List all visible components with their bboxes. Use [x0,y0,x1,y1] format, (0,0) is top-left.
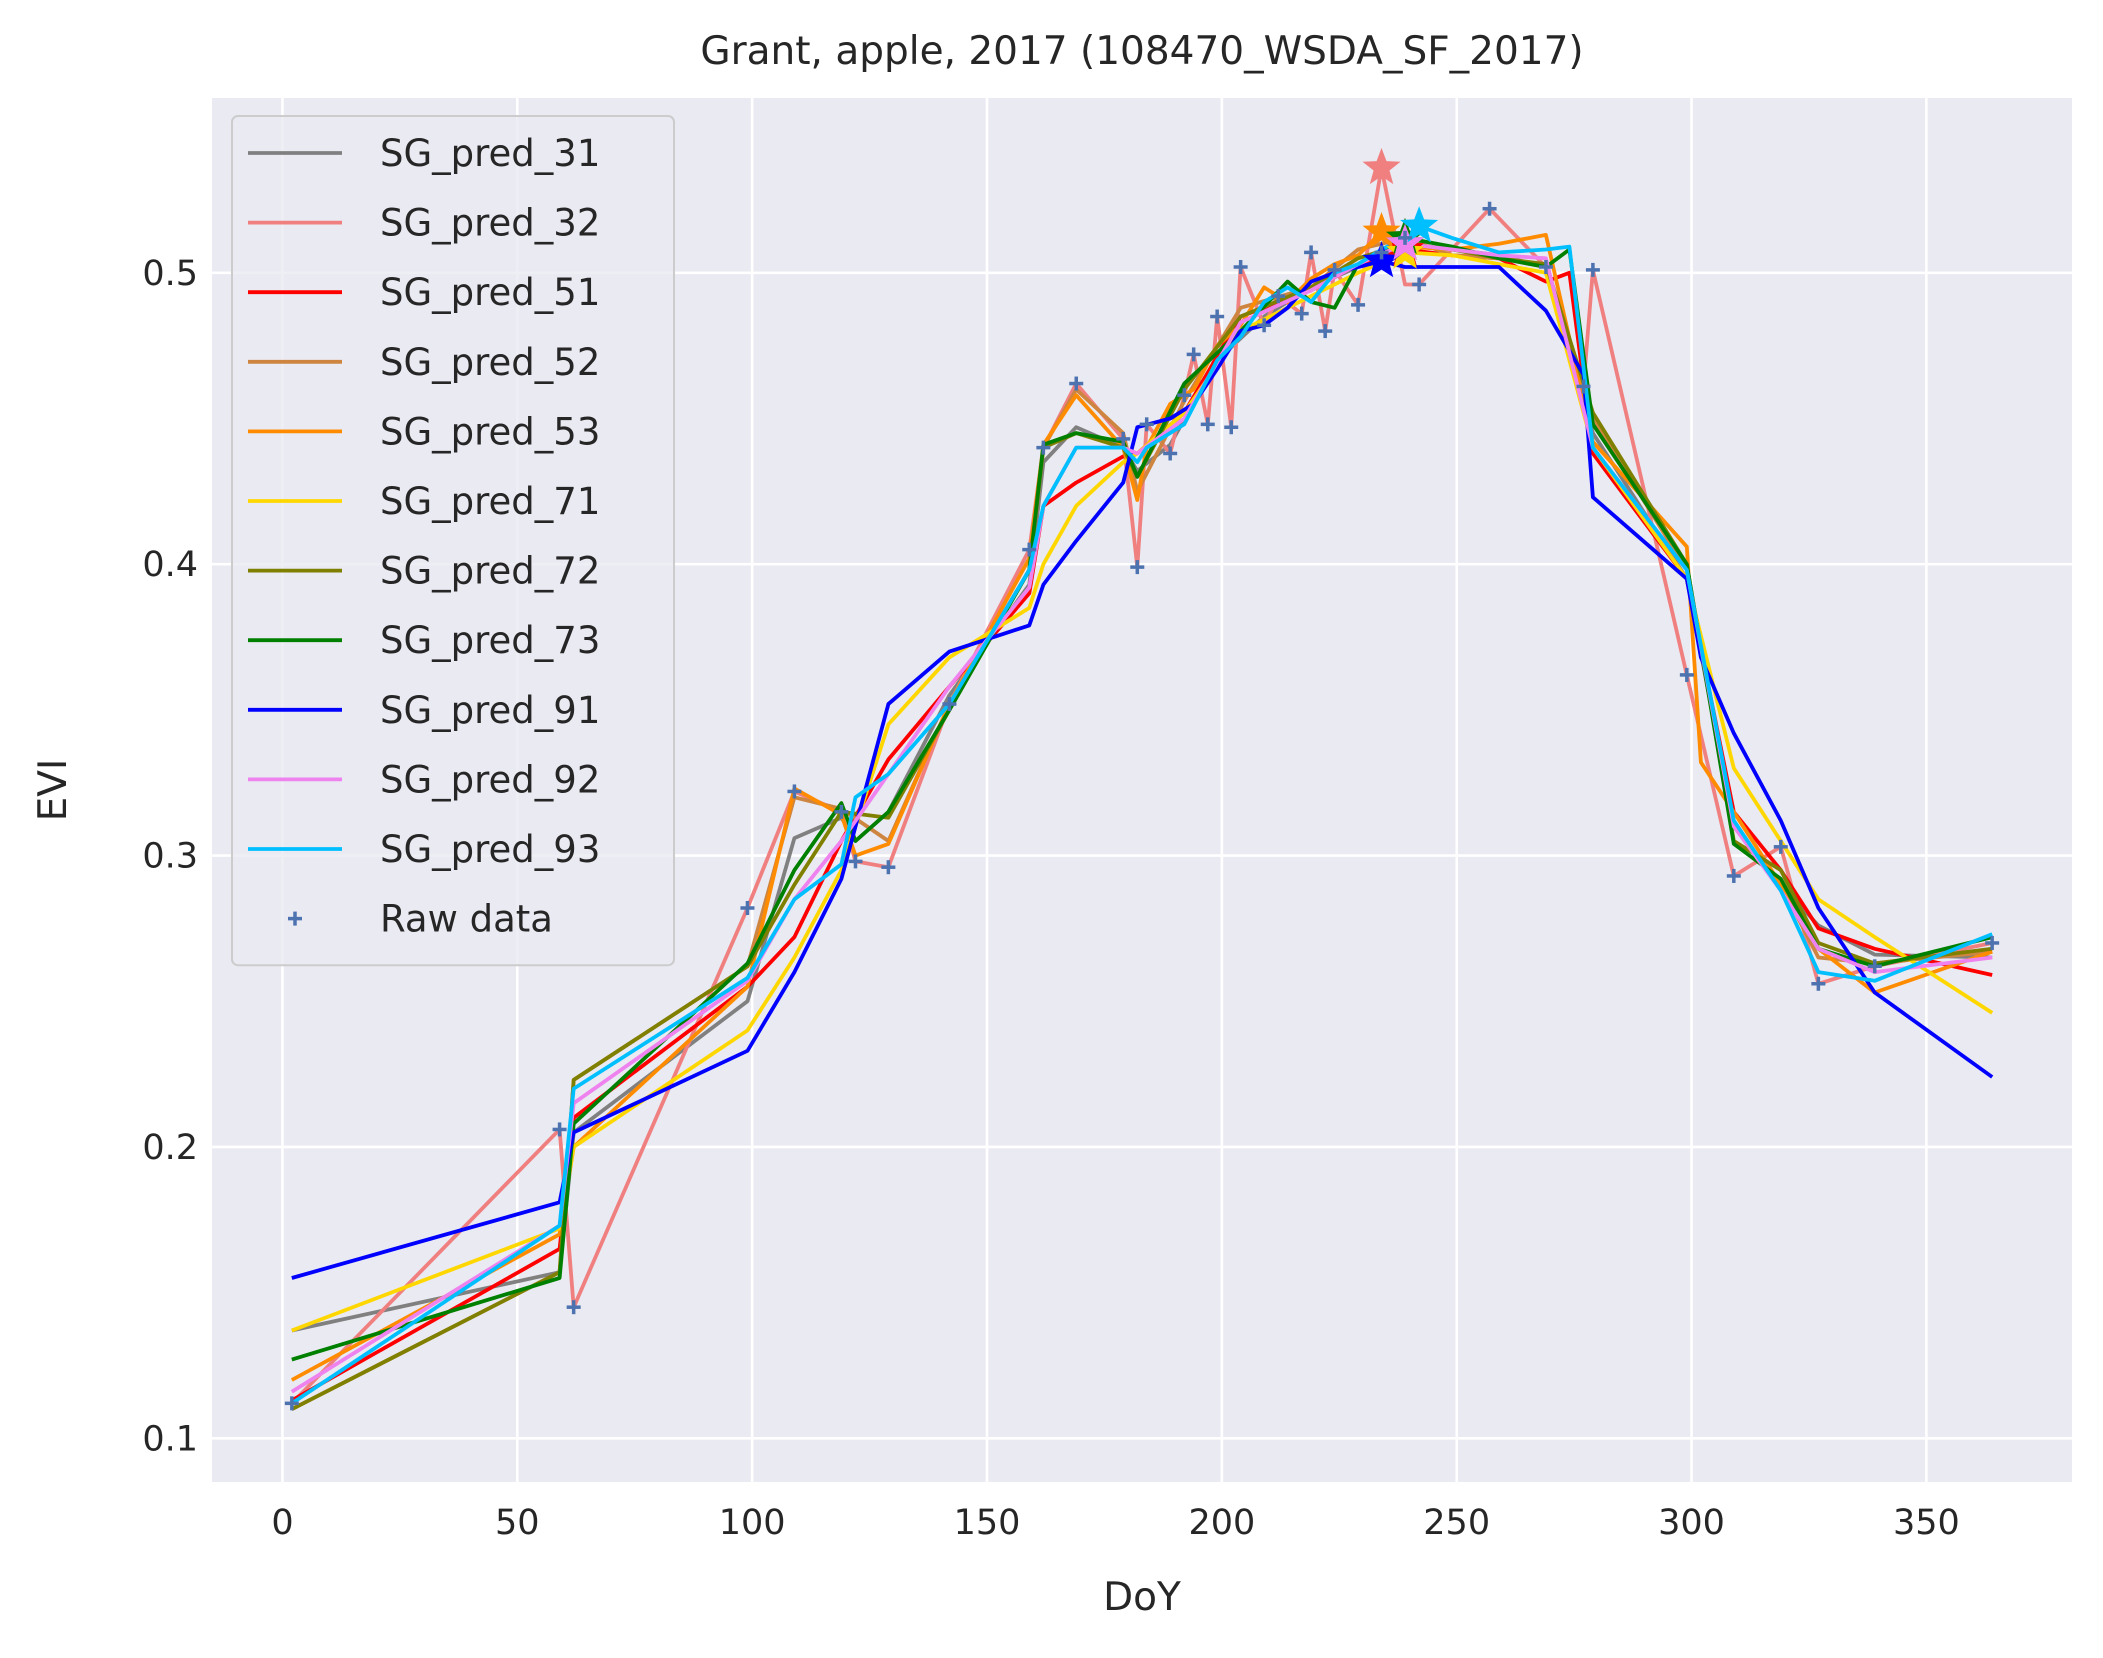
y-tick-label: 0.4 [142,545,198,585]
raw-data-point [1351,297,1366,312]
legend-label: SG_pred_32 [380,202,600,245]
x-tick-label: 150 [954,1503,1021,1543]
tick-labels: 0 50 100 150 200 250 300 350 0.1 0.2 0.3 0.4 0.5 [142,254,1959,1543]
legend-label: SG_pred_91 [380,689,600,732]
raw-data-point [1257,318,1272,333]
raw-data-point [942,697,957,712]
raw-data-point [1233,259,1248,274]
raw-data-layer [284,201,2000,1411]
legend-label: SG_pred_72 [380,550,600,593]
raw-data-point [1271,289,1286,304]
raw-data-point [1867,959,1882,974]
legend-label: SG_pred_52 [380,341,600,384]
x-tick-label: 50 [495,1503,540,1543]
y-tick-label: 0.1 [142,1419,198,1459]
legend-label: SG_pred_51 [380,271,600,314]
y-tick-label: 0.3 [142,837,198,877]
peak-star-marker [1362,147,1401,185]
raw-data-point [1482,201,1497,216]
legend-label: SG_pred_31 [380,132,600,175]
x-tick-label: 300 [1658,1503,1725,1543]
raw-data-point [1177,388,1192,403]
chart-title: Grant, apple, 2017 (108470_WSDA_SF_2017) [700,29,1583,74]
raw-data-point [1186,347,1201,362]
x-tick-label: 250 [1423,1503,1490,1543]
raw-data-point [1398,230,1413,245]
raw-data-point [1318,324,1333,339]
y-tick-label: 0.5 [142,254,198,294]
raw-data-point [1538,259,1553,274]
legend: SG_pred_31 SG_pred_32 SG_pred_51 SG_pred_52… [231,115,675,967]
raw-data-point [1036,440,1051,455]
raw-data-point [1130,560,1145,575]
raw-data-point [1985,935,2000,950]
raw-data-point [1163,446,1178,461]
raw-data-point [740,901,755,916]
legend-label: SG_pred_73 [380,619,600,662]
raw-data-point [1069,376,1084,391]
raw-data-point [881,860,896,875]
legend-label: SG_pred_93 [380,828,600,871]
raw-data-point [834,804,849,819]
raw-data-point [1224,420,1239,435]
series-line-sg-pred-73 [291,235,1993,1362]
legend-swatch-raw [288,911,302,926]
raw-data-point [1327,262,1342,277]
x-tick-label: 100 [719,1503,786,1543]
raw-data-point [848,854,863,869]
y-tick-label: 0.2 [142,1128,198,1168]
raw-data-point [1585,262,1600,277]
legend-label: SG_pred_92 [380,758,600,801]
legend-label: SG_pred_53 [380,410,600,453]
raw-data-point [1679,667,1694,682]
raw-data-point [1116,431,1131,446]
legend-label: Raw data [380,898,553,941]
raw-data-point [1811,976,1826,991]
y-axis-label: EVI [31,759,76,822]
raw-data-point [1726,868,1741,883]
peak-star-marker [1362,212,1401,249]
raw-data-point [1139,417,1154,432]
raw-data-point [284,1396,299,1411]
raw-data-point [1304,245,1319,260]
x-tick-label: 350 [1893,1503,1960,1543]
raw-data-point [1412,277,1427,292]
raw-data-point [787,784,802,799]
raw-data-point [1773,839,1788,854]
raw-data-point [1022,542,1037,557]
x-tick-label: 200 [1188,1503,1255,1543]
raw-data-point [552,1122,567,1137]
x-tick-label: 0 [271,1503,293,1543]
raw-data-point [1294,306,1309,321]
legend-label: SG_pred_71 [380,480,600,523]
raw-data-point [566,1300,581,1315]
raw-data-point [1210,309,1225,324]
peak-star-marker [1400,206,1439,243]
raw-data-point [1374,245,1389,260]
x-axis-label: DoY [1103,1575,1181,1620]
raw-data-point [1200,417,1215,432]
series-line-sg-pred-93 [290,224,1993,1405]
legend-box [231,115,675,967]
raw-data-point [1576,379,1591,394]
